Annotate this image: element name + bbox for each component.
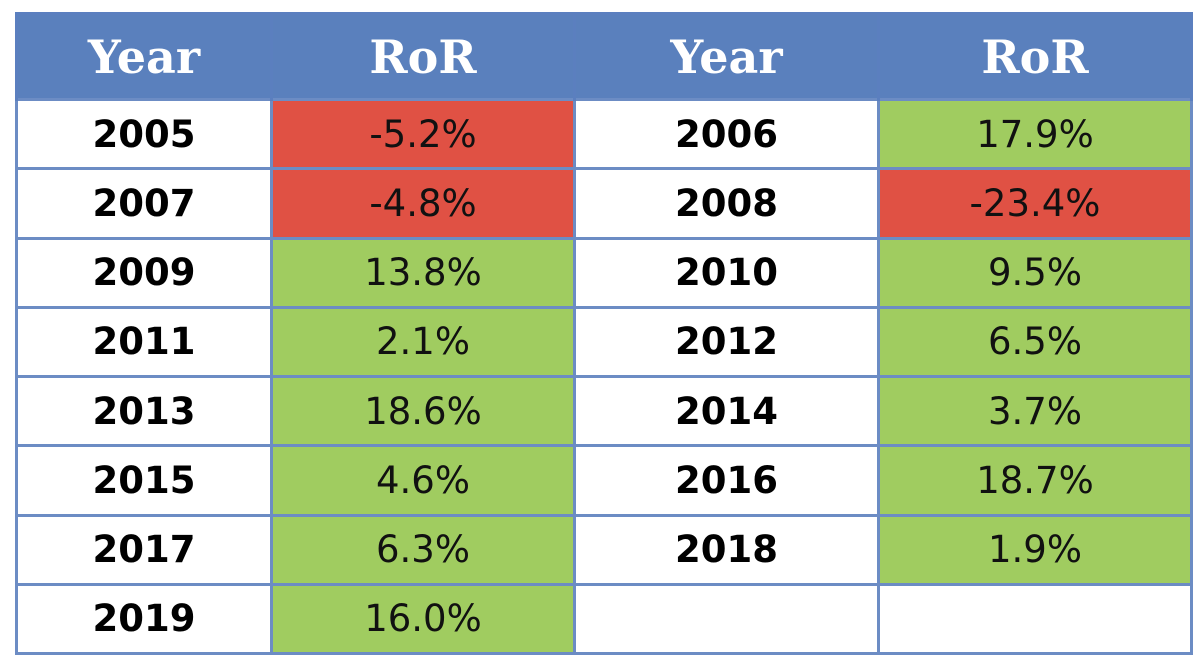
year-cell-right: 2016 xyxy=(573,444,880,517)
table-row: 2005 -5.2% 2006 17.9% xyxy=(15,97,1193,171)
table-row: 2007 -4.8% 2008 -23.4% xyxy=(15,167,1193,240)
ror-cell-right: 3.7% xyxy=(877,374,1193,448)
table-row: 2009 13.8% 2010 9.5% xyxy=(15,236,1193,309)
header-row: Year RoR Year RoR xyxy=(15,13,1193,100)
year-cell-right: 2014 xyxy=(573,374,880,448)
ror-cell-right: 18.7% xyxy=(877,444,1193,517)
ror-cell-left: -4.8% xyxy=(270,167,576,240)
year-cell-left: 2009 xyxy=(15,236,273,309)
table-row: 2011 2.1% 2012 6.5% xyxy=(15,305,1193,379)
ror-cell-right: -23.4% xyxy=(877,167,1193,240)
header-year-left: Year xyxy=(15,13,273,100)
ror-cell-right: 6.5% xyxy=(877,305,1193,379)
year-cell-left: 2005 xyxy=(15,97,273,171)
table-body: 2005 -5.2% 2006 17.9% 2007 -4.8% 2008 -23.4% 200… xyxy=(15,97,1193,656)
table-row: 2015 4.6% 2016 18.7% xyxy=(15,444,1193,517)
year-cell-right: 2008 xyxy=(573,167,880,240)
year-cell-left: 2007 xyxy=(15,167,273,240)
year-cell-left: 2017 xyxy=(15,513,273,586)
year-cell-right: 2012 xyxy=(573,305,880,379)
year-cell-right: 2006 xyxy=(573,97,880,171)
table-row: 2019 16.0% xyxy=(15,582,1193,656)
ror-cell-left: 2.1% xyxy=(270,305,576,379)
year-cell-right: 2010 xyxy=(573,236,880,309)
ror-cell-left: 18.6% xyxy=(270,374,576,448)
table-row: 2013 18.6% 2014 3.7% xyxy=(15,374,1193,448)
ror-cell-left: 13.8% xyxy=(270,236,576,309)
year-cell-left: 2013 xyxy=(15,374,273,448)
year-cell-left: 2019 xyxy=(15,582,273,656)
ror-table: Year RoR Year RoR 2005 -5.2% 2006 17.9% 2007… xyxy=(15,12,1193,656)
year-cell-right xyxy=(573,582,880,656)
ror-cell-right: 17.9% xyxy=(877,97,1193,171)
table-row: 2017 6.3% 2018 1.9% xyxy=(15,513,1193,586)
header-year-right: Year xyxy=(573,13,880,100)
ror-cell-left: -5.2% xyxy=(270,97,576,171)
header-ror-left: RoR xyxy=(270,13,576,100)
year-cell-right: 2018 xyxy=(573,513,880,586)
ror-cell-right: 1.9% xyxy=(877,513,1193,586)
header-ror-right: RoR xyxy=(877,13,1193,100)
ror-cell-left: 4.6% xyxy=(270,444,576,517)
ror-cell-right: 9.5% xyxy=(877,236,1193,309)
ror-cell-right xyxy=(877,582,1193,656)
ror-cell-left: 16.0% xyxy=(270,582,576,656)
year-cell-left: 2015 xyxy=(15,444,273,517)
year-cell-left: 2011 xyxy=(15,305,273,379)
ror-cell-left: 6.3% xyxy=(270,513,576,586)
